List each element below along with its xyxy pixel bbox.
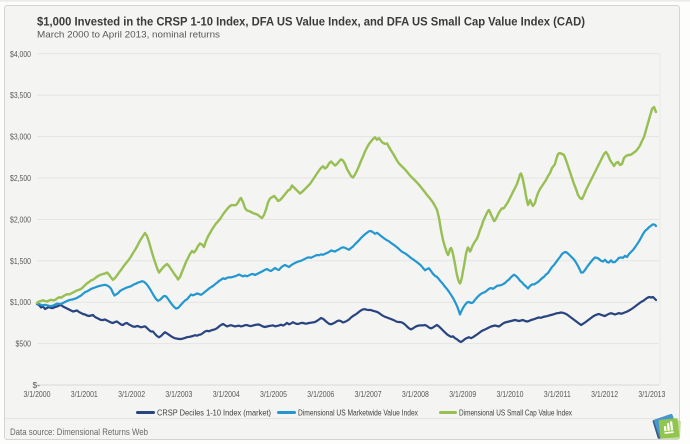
svg-text:3/1/2006: 3/1/2006 [307,389,334,399]
svg-text:$2,000: $2,000 [10,214,31,224]
svg-text:Dimensional US Small Cap Value: Dimensional US Small Cap Value Index [459,409,572,418]
svg-text:$3,000: $3,000 [10,132,31,142]
svg-text:3/1/2011: 3/1/2011 [544,389,571,399]
svg-text:Data source: Dimensional Retur: Data source: Dimensional Returns Web [10,427,148,438]
svg-text:$2,500: $2,500 [10,173,31,183]
svg-text:3/1/2010: 3/1/2010 [497,389,524,399]
svg-text:Dimensional US Marketwide Valu: Dimensional US Marketwide Value Index [298,409,418,418]
svg-text:$4,000: $4,000 [10,49,31,59]
svg-text:3/1/2007: 3/1/2007 [355,389,382,399]
svg-text:$3,500: $3,500 [10,90,31,100]
svg-text:$1,000: $1,000 [10,297,31,307]
svg-text:3/1/2012: 3/1/2012 [591,389,618,399]
svg-text:3/1/2003: 3/1/2003 [165,389,192,399]
svg-text:3/1/2008: 3/1/2008 [402,389,429,399]
svg-text:$1,500: $1,500 [10,256,31,266]
svg-text:3/1/2004: 3/1/2004 [213,389,240,399]
svg-text:3/1/2000: 3/1/2000 [24,389,51,399]
svg-text:$-: $- [32,380,40,390]
svg-text:$500: $500 [16,339,32,349]
svg-text:CRSP Deciles 1-10 Index (marke: CRSP Deciles 1-10 Index (market) [157,409,271,418]
svg-text:3/1/2005: 3/1/2005 [260,389,287,399]
svg-text:3/1/2001: 3/1/2001 [71,389,98,399]
svg-text:March 2000 to April 2013, nomi: March 2000 to April 2013, nominal return… [37,30,220,41]
svg-text:3/1/2009: 3/1/2009 [449,389,476,399]
svg-text:3/1/2002: 3/1/2002 [118,389,145,399]
svg-text:$1,000 Invested in the CRSP 1-: $1,000 Invested in the CRSP 1-10 Index, … [37,15,585,29]
svg-text:3/1/2013: 3/1/2013 [638,389,665,399]
